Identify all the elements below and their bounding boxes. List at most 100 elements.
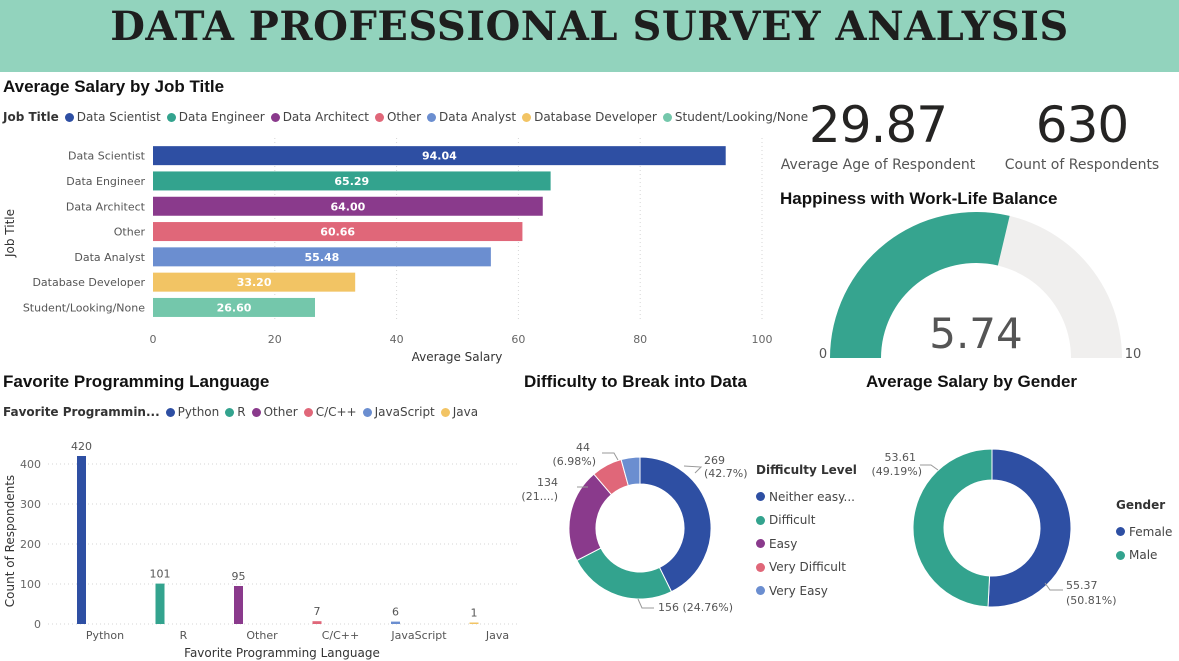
gauge-min-label: 0 (819, 347, 827, 362)
happiness-gauge: 5.74 0 10 (819, 211, 1142, 362)
bar-javascript (391, 621, 400, 624)
bar-student-looking-none (153, 297, 315, 317)
legend-item-neither-easy[interactable]: Neither easy... (756, 485, 857, 509)
legend-dot (662, 112, 672, 122)
legend-label: Neither easy... (769, 489, 855, 504)
legend-dot (522, 112, 532, 122)
data-label: 420 (71, 440, 92, 453)
leader-line (637, 598, 654, 609)
y-tick-label: Database Developer (32, 276, 145, 289)
legend-item-python[interactable]: Python (165, 405, 219, 419)
legend-item-very-difficult[interactable]: Very Difficult (756, 556, 857, 580)
gauge-fill (830, 211, 1010, 358)
data-label: 1 (471, 607, 478, 620)
bar-java (469, 622, 479, 624)
legend-item-r[interactable]: R (225, 405, 246, 419)
data-label: 26.60 (217, 301, 252, 314)
x-tick-label: C/C++ (322, 629, 360, 642)
x-axis-label: Favorite Programming Language (184, 646, 380, 660)
slice-very-easy (620, 456, 641, 487)
leader-line (920, 464, 939, 471)
y-tick-label: Data Analyst (74, 251, 145, 264)
data-label: 134 (537, 476, 558, 489)
legend-item-database-developer[interactable]: Database Developer (522, 110, 657, 124)
legend-label: R (237, 405, 246, 419)
leader-line (683, 465, 703, 474)
languages-chart: 0 100 200 300 400 420 Python 101 R 95 Other 7C/C++ 6… (3, 440, 518, 660)
legend-item-very-easy[interactable]: Very Easy (756, 579, 857, 603)
slice-neither-easy (639, 456, 712, 593)
y-tick-label: 300 (20, 498, 41, 511)
legend-item-data-scientist[interactable]: Data Scientist (64, 110, 161, 124)
difficulty-donut-chart: 269(42.7%) 156 (24.76%) 134(21....) 44(6.98… (521, 441, 747, 614)
legend-label: Male (1129, 548, 1158, 563)
y-tick-label: 400 (20, 458, 41, 471)
data-label: 156 (24.76%) (658, 601, 733, 614)
x-tick-label: Other (246, 629, 278, 642)
x-axis-label: Average Salary (412, 350, 503, 364)
bar-c-c (312, 621, 322, 624)
legend-label: Data Architect (282, 110, 369, 124)
legend-item-male[interactable]: Male (1116, 544, 1172, 568)
bar-r (155, 583, 165, 624)
legend-dot (251, 407, 261, 417)
slice-male (912, 448, 993, 608)
slice-female (987, 448, 1072, 608)
legend-dot (756, 515, 765, 525)
legend-item-student-looking-none[interactable]: Student/Looking/None (662, 110, 808, 124)
x-tick-label: JavaScript (390, 629, 447, 642)
data-label-pct: (50.81%) (1066, 594, 1117, 607)
gauge-max-label: 10 (1125, 347, 1142, 362)
data-label: 269 (704, 454, 725, 467)
legend-label: Other (386, 110, 422, 124)
legend-label: Java (452, 405, 479, 419)
legend-dot (1116, 527, 1125, 537)
y-tick-label: Data Architect (66, 200, 146, 213)
bar-database-developer (153, 272, 356, 292)
legend-item-female[interactable]: Female (1116, 520, 1172, 544)
legend-dot (756, 539, 765, 549)
legend-dot (1116, 550, 1125, 560)
slice-difficult (576, 547, 673, 600)
data-label: 53.61 (885, 451, 917, 464)
legend-dot (303, 407, 313, 417)
y-tick-label: Data Scientist (68, 150, 146, 163)
legend-item-easy[interactable]: Easy (756, 532, 857, 556)
salary-by-job-legend: Job Title Data Scientist Data Engineer Dat… (3, 110, 814, 125)
legend-item-other[interactable]: Other (251, 405, 298, 419)
legend-label: Easy (769, 536, 798, 551)
x-tick-label: 40 (390, 333, 404, 346)
legend-label: Data Scientist (76, 110, 161, 124)
legend-item-other[interactable]: Other (374, 110, 422, 124)
legend-label: Difficult (769, 513, 816, 528)
x-tick-label: Java (485, 629, 509, 642)
legend-dot (756, 492, 765, 502)
legend-item-javascript[interactable]: JavaScript (362, 405, 435, 419)
legend-item-data-architect[interactable]: Data Architect (270, 110, 369, 124)
x-tick-label: Python (86, 629, 124, 642)
legend-item-data-engineer[interactable]: Data Engineer (166, 110, 265, 124)
happiness-title: Happiness with Work-Life Balance (780, 189, 1058, 208)
y-axis-label: Job Title (3, 209, 17, 258)
legend-item-c-c[interactable]: C/C++ (303, 405, 357, 419)
avg-age-value: 29.87 (808, 96, 948, 154)
x-tick-label: 100 (752, 333, 773, 346)
legend-dot (165, 407, 175, 417)
page-title: DATA PROFESSIONAL SURVEY ANALYSIS (110, 3, 1069, 50)
legend-item-data-analyst[interactable]: Data Analyst (427, 110, 516, 124)
bar-data-analyst (153, 247, 491, 267)
data-label: 33.20 (237, 276, 272, 289)
y-tick-label: Student/Looking/None (23, 301, 145, 314)
data-label: 60.66 (320, 226, 355, 239)
data-label-pct: (49.19%) (871, 465, 922, 478)
legend-title: Job Title (3, 110, 59, 125)
x-tick-label: 60 (511, 333, 525, 346)
difficulty-legend: Difficulty Level Neither easy... Difficul… (756, 463, 857, 603)
y-tick-label: 200 (20, 538, 41, 551)
legend-label: Very Easy (769, 583, 828, 598)
legend-item-difficult[interactable]: Difficult (756, 509, 857, 533)
data-label: 55.37 (1066, 579, 1098, 592)
data-label-pct: (6.98%) (552, 455, 596, 468)
data-label: 94.04 (422, 150, 457, 163)
legend-item-java[interactable]: Java (440, 405, 479, 419)
